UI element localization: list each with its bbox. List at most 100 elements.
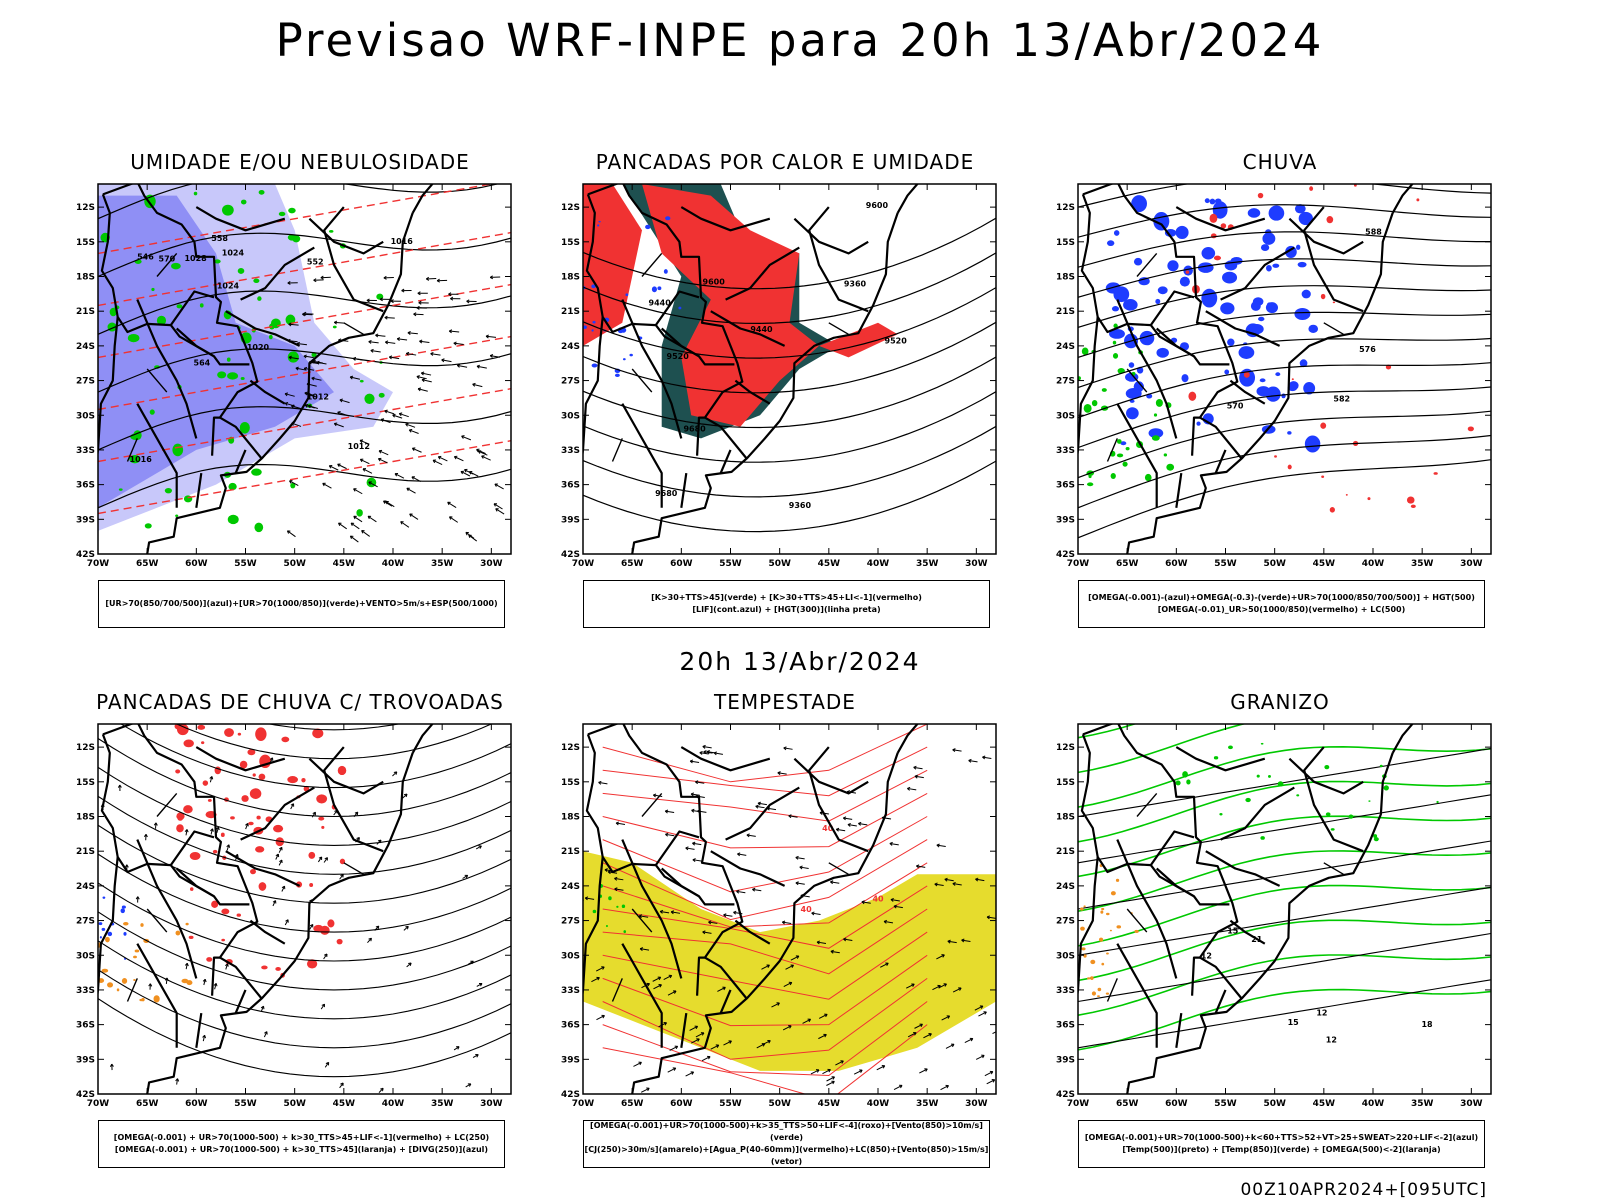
- map-plot: 40 40 40 12S 15S 18S 21S 24S 27S 30S 33S 36S 39S 42S7…: [561, 723, 997, 1109]
- humidity-low-level: [227, 514, 239, 525]
- wind-vector: [339, 399, 350, 404]
- temp-850-contour: [1325, 812, 1331, 817]
- wind-vector: [986, 1079, 995, 1085]
- contour-label: 1020: [247, 343, 270, 352]
- contour-line: [1078, 850, 1491, 912]
- wind-vector: [992, 1031, 996, 1035]
- map-plot: 588 582 576 570 12S 15S 18S 21S 24S 27S 30S 33S 36S 3…: [1056, 183, 1492, 569]
- lon-tick-label: 60W: [1165, 1099, 1188, 1109]
- wind-vector: [465, 531, 475, 539]
- border-line: [734, 919, 771, 945]
- wind-vector: [334, 423, 344, 428]
- precipitable-water-contour: [602, 977, 928, 1060]
- wind-vector: [353, 811, 359, 818]
- lon-tick-label: 55W: [234, 559, 257, 569]
- wind-vector: [767, 807, 777, 811]
- lon-tick-label: 35W: [431, 1099, 454, 1109]
- wind-vector: [311, 377, 322, 381]
- wind-vector: [337, 463, 347, 470]
- omega-area: [1298, 211, 1313, 226]
- omega-500-area: [1099, 937, 1104, 942]
- wind-vector: [978, 1011, 987, 1017]
- wind-vector: [399, 413, 409, 418]
- omega-500-area: [1101, 962, 1105, 966]
- divergence-area: [99, 936, 102, 939]
- lif-contour: [591, 284, 596, 289]
- coastline-atlantic: [1126, 212, 1394, 554]
- contour-line: [1078, 932, 1491, 1003]
- lat-tick-label: 12S: [1056, 203, 1075, 213]
- omega-500-area: [1090, 976, 1094, 980]
- wind-850-area: [608, 896, 612, 901]
- wind-vector: [893, 905, 903, 909]
- coastline-atlantic: [1126, 752, 1394, 1094]
- wind-vector: [614, 888, 624, 891]
- humidity-low-level: [151, 287, 155, 292]
- panel-legend: [K>30+TTS>45](verde) + [K>30+TTS>45+LI<-…: [583, 580, 990, 628]
- wind-vector: [934, 883, 944, 886]
- contour-line: [1078, 724, 1247, 774]
- wind-vector: [723, 914, 733, 917]
- omega-area: [1262, 232, 1276, 245]
- legend-line: [UR>70(850/700/500)](azul)+[UR>70(1000/8…: [105, 599, 498, 608]
- omega-strong-area: [1153, 413, 1158, 417]
- border-line: [136, 403, 178, 508]
- wind-vector: [710, 1044, 719, 1050]
- humidity-low-level: [171, 262, 181, 270]
- divergence-area: [107, 931, 113, 937]
- lon-tick-label: 55W: [1214, 1099, 1237, 1109]
- wind-vector: [360, 458, 370, 465]
- border-line: [1205, 850, 1281, 887]
- omega-area: [1303, 382, 1316, 395]
- wind-vector: [432, 459, 443, 466]
- lon-tick-label: 35W: [1411, 1099, 1434, 1109]
- lif-contour: [651, 286, 657, 293]
- wind-vector: [406, 352, 417, 356]
- thunderstorm-area: [308, 851, 316, 859]
- omega-area: [1123, 298, 1138, 311]
- wind-vector: [284, 393, 295, 397]
- wind-vector: [653, 984, 662, 990]
- humidity-low-level: [118, 488, 123, 491]
- contour-label: 12: [1326, 1036, 1337, 1045]
- wind-vector: [441, 359, 452, 363]
- wind-vector: [706, 751, 716, 754]
- wind-vector: [476, 983, 483, 987]
- omega-area: [1267, 302, 1273, 307]
- thunderstorm-area: [327, 919, 335, 928]
- omega-humid-area: [1406, 496, 1415, 504]
- wind-vector: [449, 330, 460, 333]
- omega-strong-area: [1116, 453, 1124, 458]
- omega-strong-area: [1110, 472, 1116, 480]
- lat-tick-label: 36S: [561, 1021, 580, 1031]
- omega-humid-area: [1320, 422, 1327, 429]
- wind-vector: [339, 1082, 344, 1089]
- plot-frame: [582, 723, 997, 1095]
- wind-vector: [790, 955, 800, 961]
- omega-area: [1148, 428, 1164, 439]
- omega-500-area: [1100, 910, 1104, 914]
- contour-line: [98, 335, 511, 411]
- thunderstorm-area: [258, 882, 267, 891]
- humidity-low-level: [144, 523, 152, 529]
- wind-vector: [916, 865, 926, 868]
- lon-tick-label: 60W: [185, 1099, 208, 1109]
- contour-line: [1078, 988, 1491, 1051]
- wind-vector: [975, 1054, 985, 1060]
- wind-vector: [596, 1015, 605, 1021]
- lat-tick-label: 15S: [76, 778, 95, 788]
- lif-contour: [665, 216, 671, 221]
- thunderstorm-area: [273, 824, 284, 833]
- convection-area: [133, 955, 137, 959]
- convection-area: [134, 949, 140, 953]
- contour-label: 570: [159, 254, 176, 263]
- plot-frame: [97, 183, 512, 555]
- lon-tick-label: 35W: [431, 559, 454, 569]
- border-line: [808, 746, 869, 853]
- humidity-low-level: [359, 379, 364, 383]
- border-line: [583, 856, 604, 998]
- contour-line: [1078, 780, 1491, 843]
- omega-area: [1157, 286, 1168, 295]
- omega-area: [1181, 374, 1189, 383]
